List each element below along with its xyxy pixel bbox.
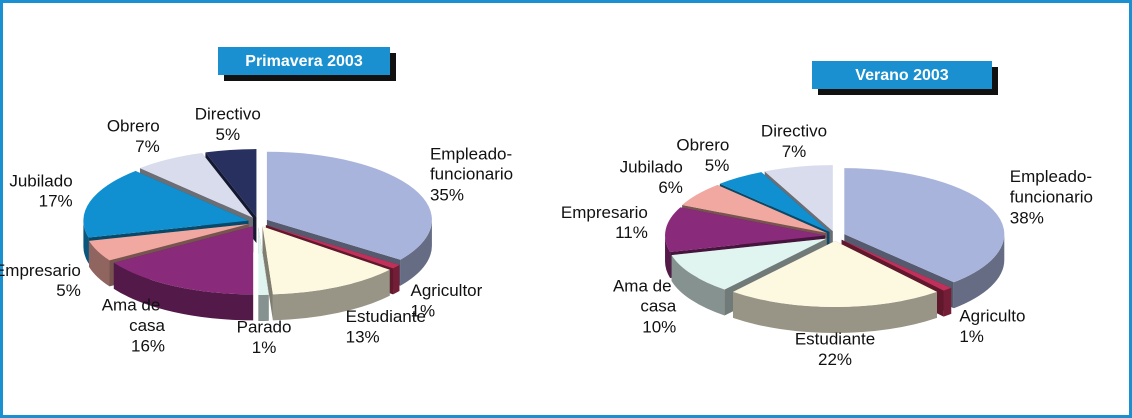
slice-top	[266, 151, 432, 260]
value-label: 11%	[615, 223, 648, 242]
category-label: Empresario	[0, 261, 81, 280]
title-box	[218, 47, 390, 75]
value-label: 10%	[642, 318, 676, 337]
slice-top	[719, 172, 830, 232]
category-label: Ama de casa	[102, 296, 166, 335]
slice-top	[671, 238, 827, 290]
category-label: Ama de casa	[613, 277, 677, 316]
category-label: Parado	[237, 317, 292, 336]
category-label: Directivo	[761, 122, 827, 141]
category-label: Agricultor	[410, 281, 482, 300]
slice-side	[953, 234, 1005, 309]
category-label: Obrero	[107, 117, 160, 136]
slice-top	[113, 226, 254, 295]
slice	[258, 226, 269, 321]
category-label: Obrero	[676, 135, 729, 154]
slice	[733, 241, 937, 334]
value-label: 1%	[252, 338, 277, 357]
value-label: 16%	[131, 337, 165, 356]
slice	[262, 226, 390, 321]
category-label: Empleado-funcionario	[1010, 168, 1093, 207]
value-label: 13%	[346, 328, 380, 347]
slice	[113, 226, 254, 321]
category-label: Empresario	[561, 203, 648, 222]
category-label: Directivo	[195, 105, 261, 124]
category-label: Estudiante	[346, 307, 426, 326]
slice-top	[265, 225, 400, 269]
slice-side	[393, 265, 400, 295]
value-label: 1%	[410, 301, 435, 320]
slice-top	[83, 171, 249, 238]
value-label: 17%	[39, 192, 73, 211]
slice-top	[258, 226, 269, 295]
slice-side	[258, 294, 269, 321]
slice-wall	[89, 223, 249, 267]
slice-side	[943, 287, 952, 317]
slice-side	[733, 291, 937, 334]
slice-side	[400, 219, 432, 286]
value-label: 5%	[56, 281, 81, 300]
value-label: 35%	[430, 186, 464, 205]
category-label: Empleado-funcionario	[430, 145, 513, 184]
title-box	[812, 61, 992, 89]
value-label: 5%	[216, 125, 241, 144]
pie	[665, 165, 1005, 334]
value-label: 6%	[658, 178, 683, 197]
value-label: 22%	[818, 350, 852, 369]
value-label: 5%	[705, 156, 730, 175]
slice-top	[89, 223, 249, 261]
value-label: 7%	[135, 137, 160, 156]
slice-top	[665, 207, 826, 252]
slice-wall	[262, 226, 273, 321]
value-label: 38%	[1010, 208, 1044, 227]
slice-top	[139, 153, 253, 218]
slice-top	[733, 241, 937, 307]
value-label: 1%	[959, 327, 984, 346]
slice-top	[205, 149, 257, 218]
slice-top	[844, 168, 1005, 283]
chart-title: Verano 2003	[855, 67, 949, 84]
category-label: Jubilado	[9, 171, 72, 190]
slice-side	[671, 255, 725, 316]
slice-side	[113, 262, 254, 321]
slice-top	[764, 165, 833, 232]
category-label: Agriculto	[959, 306, 1025, 325]
slice-top	[841, 239, 952, 291]
category-label: Estudiante	[795, 329, 875, 348]
value-label: 7%	[782, 142, 807, 161]
slice-side	[83, 220, 89, 264]
slice-top	[682, 184, 827, 234]
slice-side	[272, 269, 390, 321]
chart-title: Primavera 2003	[245, 53, 363, 70]
pie	[83, 149, 432, 321]
category-label: Jubilado	[620, 157, 683, 176]
slice-side	[665, 235, 671, 278]
slice-top	[262, 226, 390, 295]
slice-side	[89, 240, 110, 287]
